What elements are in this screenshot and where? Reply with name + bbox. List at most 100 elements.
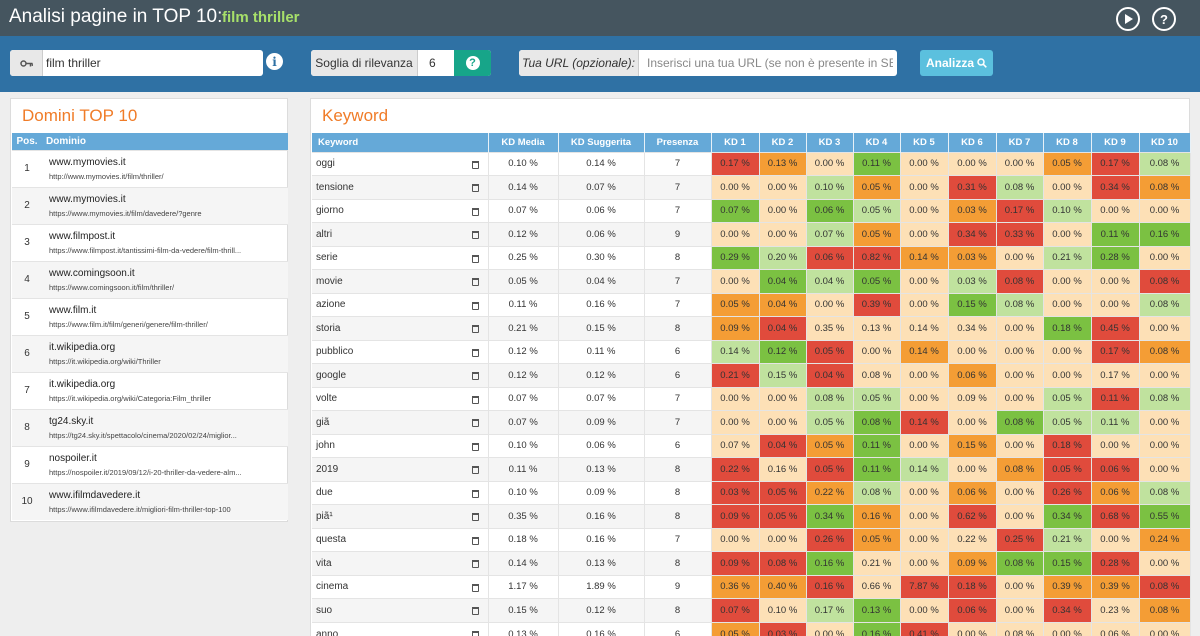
analyze-button[interactable]: Analizza — [920, 50, 993, 76]
kd-suggested-cell: 0.09 % — [558, 480, 645, 505]
column-header[interactable]: KD 4 — [853, 133, 901, 152]
column-header[interactable]: KD 9 — [1091, 133, 1140, 152]
trash-icon[interactable] — [472, 395, 479, 404]
presence-cell: 7 — [644, 527, 712, 552]
column-header[interactable]: Presenza — [644, 133, 712, 152]
kd-cell: 0.22 % — [711, 457, 760, 481]
trash-icon[interactable] — [472, 325, 479, 333]
trash-icon[interactable] — [472, 160, 479, 169]
domain-name[interactable]: www.mymovies.it — [49, 193, 126, 205]
table-row: google 0.12 % 0.12 % 6 0.21 % 0.15 % 0.04 % 0.0… — [312, 363, 1191, 387]
trash-icon[interactable] — [472, 630, 479, 636]
trash-icon[interactable] — [472, 419, 479, 427]
table-row: piã¹ 0.35 % 0.16 % 8 0.09 % 0.05 % 0.34 % 0.16 … — [312, 504, 1191, 528]
info-icon[interactable]: i — [266, 53, 283, 70]
threshold-help-button[interactable]: ? — [454, 50, 491, 76]
domain-name[interactable]: it.wikipedia.org — [49, 378, 116, 390]
trash-icon[interactable] — [472, 278, 479, 286]
keyword-input[interactable] — [46, 51, 260, 75]
domains-title: Domini TOP 10 — [22, 106, 138, 125]
kd-cell: 0.06 % — [948, 480, 997, 505]
domain-cell: www.mymovies.it https://www.mymovies.it/f… — [42, 186, 288, 224]
domain-name[interactable]: www.comingsoon.it — [49, 267, 135, 279]
kd-cell: 0.68 % — [1091, 504, 1140, 528]
column-header[interactable]: KD 5 — [900, 133, 949, 152]
domain-url[interactable]: https://www.ifilmdavedere.it/migliori-fi… — [49, 504, 231, 514]
kd-cell: 0.04 % — [806, 269, 854, 293]
trash-icon[interactable] — [472, 583, 479, 592]
domain-url[interactable]: https://www.comingsoon.it/film/thriller/ — [49, 282, 175, 292]
column-header[interactable]: KD 8 — [1043, 133, 1092, 152]
kd-cell: 0.05 % — [1043, 457, 1092, 481]
domain-url[interactable]: http://www.mymovies.it/film/thriller/ — [49, 171, 164, 181]
trash-icon[interactable] — [472, 607, 479, 615]
trash-icon[interactable] — [472, 372, 479, 380]
kd-cell: 0.07 % — [711, 433, 760, 458]
domain-name[interactable]: tg24.sky.it — [49, 415, 94, 427]
domain-url[interactable]: https://it.wikipedia.org/wiki/Categoria:… — [49, 393, 212, 403]
kd-media-cell: 0.13 % — [488, 621, 559, 636]
keyword-text: questa — [316, 534, 347, 546]
help-button[interactable]: ? — [1152, 7, 1176, 31]
kd-cell: 0.08 % — [996, 551, 1044, 575]
trash-icon[interactable] — [472, 513, 479, 521]
kd-cell: 0.00 % — [996, 433, 1044, 458]
kd-cell: 0.36 % — [711, 574, 760, 599]
column-header[interactable]: KD 2 — [759, 133, 807, 152]
keyword-cell: questa — [312, 527, 489, 552]
threshold-input[interactable]: 6 — [429, 56, 436, 70]
column-header[interactable]: KD 1 — [711, 133, 760, 152]
column-header[interactable]: KD 3 — [806, 133, 854, 152]
trash-icon[interactable] — [472, 184, 479, 192]
play-button[interactable] — [1116, 7, 1140, 31]
domain-url[interactable]: https://www.filmpost.it/tantissimi-film-… — [49, 245, 242, 255]
domain-url[interactable]: https://nospoiler.it/2019/09/12/i-20-thr… — [49, 467, 242, 477]
domain-url[interactable]: https://tg24.sky.it/spettacolo/cinema/20… — [49, 430, 237, 440]
column-header[interactable]: KD Media — [488, 133, 559, 152]
column-header[interactable]: KD 6 — [948, 133, 997, 152]
kd-cell: 0.06 % — [1091, 480, 1140, 505]
trash-icon[interactable] — [472, 301, 479, 310]
kd-cell: 0.55 % — [1139, 504, 1191, 528]
domain-url[interactable]: https://it.wikipedia.org/wiki/Thriller — [49, 356, 161, 366]
domain-url[interactable]: https://www.film.it/film/generi/genere/f… — [49, 319, 208, 329]
column-header[interactable]: KD Suggerita — [558, 133, 645, 152]
column-header[interactable]: KD 10 — [1139, 133, 1191, 152]
domain-name[interactable]: www.film.it — [49, 304, 97, 316]
trash-icon[interactable] — [472, 207, 479, 216]
keyword-text: pubblico — [316, 346, 354, 358]
keyword-text: cinema — [316, 581, 349, 593]
domain-name[interactable]: www.filmpost.it — [49, 230, 116, 242]
kd-cell: 0.05 % — [853, 269, 901, 293]
trash-icon[interactable] — [472, 348, 479, 357]
keyword-text: tensione — [316, 181, 354, 193]
trash-icon[interactable] — [472, 536, 479, 545]
domain-url[interactable]: https://www.mymovies.it/film/davedere/?g… — [49, 208, 202, 218]
kd-cell: 0.00 % — [711, 410, 760, 434]
trash-icon[interactable] — [472, 442, 479, 451]
keyword-field — [10, 50, 263, 76]
trash-icon[interactable] — [472, 560, 479, 568]
trash-icon[interactable] — [472, 489, 479, 498]
analyze-label: Analizza — [925, 56, 974, 70]
domain-name[interactable]: it.wikipedia.org — [49, 341, 116, 353]
kd-media-cell: 0.07 % — [488, 198, 559, 223]
domain-name[interactable]: www.mymovies.it — [49, 156, 126, 168]
keyword-text: serie — [316, 252, 338, 264]
domain-name[interactable]: nospoiler.it — [49, 452, 97, 464]
kd-cell: 0.11 % — [853, 151, 901, 176]
kd-suggested-cell: 0.11 % — [558, 339, 645, 364]
domain-name[interactable]: www.ifilmdavedere.it — [49, 489, 141, 501]
url-input[interactable] — [647, 51, 893, 75]
column-header[interactable]: Keyword — [312, 133, 489, 152]
kd-cell: 0.15 % — [759, 363, 807, 387]
kd-cell: 0.39 % — [1091, 574, 1140, 599]
kd-cell: 0.08 % — [1139, 292, 1191, 317]
trash-icon[interactable] — [472, 231, 479, 239]
kd-media-cell: 0.10 % — [488, 480, 559, 505]
trash-icon[interactable] — [472, 254, 479, 263]
kd-cell: 0.21 % — [711, 363, 760, 387]
column-header[interactable]: KD 7 — [996, 133, 1044, 152]
domain-cell: www.mymovies.it http://www.mymovies.it/fi… — [42, 149, 288, 187]
trash-icon[interactable] — [472, 466, 479, 474]
